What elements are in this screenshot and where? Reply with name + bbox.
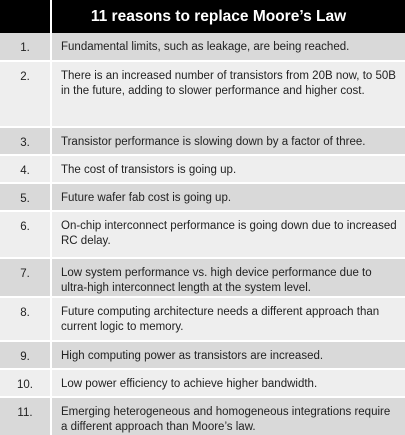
- row-divider: [0, 257, 405, 259]
- column-divider: [50, 298, 52, 340]
- column-divider: [50, 128, 52, 154]
- row-text: There is an increased number of transist…: [61, 70, 396, 97]
- row-text: Fundamental limits, such as leakage, are…: [61, 41, 350, 53]
- row-text: Low power efficiency to achieve higher b…: [61, 378, 318, 390]
- row-divider: [0, 182, 405, 184]
- row-number: 7.: [20, 268, 30, 280]
- row-divider: [0, 296, 405, 298]
- column-divider: [50, 33, 52, 60]
- row-number: 9.: [20, 351, 30, 363]
- row-number: 2.: [20, 71, 30, 83]
- row-number: 6.: [20, 221, 30, 233]
- column-divider: [50, 212, 52, 257]
- row-text: High computing power as transistors are …: [61, 350, 324, 362]
- header-divider: [50, 0, 52, 33]
- row-number: 10.: [17, 379, 33, 391]
- row-divider: [0, 154, 405, 156]
- table-row: 5. Future wafer fab cost is going up.: [0, 184, 405, 210]
- column-divider: [50, 62, 52, 126]
- row-text: Transistor performance is slowing down b…: [61, 136, 366, 148]
- column-divider: [50, 156, 52, 182]
- row-text: On-chip interconnect performance is goin…: [61, 220, 397, 247]
- row-number: 5.: [20, 193, 30, 205]
- row-divider: [0, 396, 405, 398]
- column-divider: [50, 370, 52, 396]
- row-number: 11.: [17, 407, 33, 419]
- table-row: 1. Fundamental limits, such as leakage, …: [0, 33, 405, 60]
- table-row: 7. Low system performance vs. high devic…: [0, 259, 405, 296]
- row-text: The cost of transistors is going up.: [61, 164, 237, 176]
- row-divider: [0, 126, 405, 128]
- row-divider: [0, 368, 405, 370]
- table-row: 3. Transistor performance is slowing dow…: [0, 128, 405, 154]
- row-number: 1.: [20, 42, 30, 54]
- table-title: 11 reasons to replace Moore’s Law: [90, 7, 347, 25]
- row-text: Low system performance vs. high device p…: [61, 267, 372, 294]
- row-number: 3.: [20, 137, 30, 149]
- row-text: Future wafer fab cost is going up.: [61, 192, 232, 204]
- table-row: 10. Low power efficiency to achieve high…: [0, 370, 405, 396]
- table-header: 11 reasons to replace Moore’s Law: [0, 0, 405, 33]
- table-row: 2. There is an increased number of trans…: [0, 62, 405, 126]
- header-number-cell: [0, 0, 50, 33]
- table-row: 9. High computing power as transistors a…: [0, 342, 405, 368]
- column-divider: [50, 342, 52, 368]
- row-number: 8.: [20, 307, 30, 319]
- table-row: 6. On-chip interconnect performance is g…: [0, 212, 405, 257]
- row-text: Future computing architecture needs a di…: [61, 306, 380, 333]
- table-row: 4. The cost of transistors is going up.: [0, 156, 405, 182]
- row-divider: [0, 340, 405, 342]
- row-number: 4.: [20, 165, 30, 177]
- column-divider: [50, 184, 52, 210]
- column-divider: [50, 259, 52, 296]
- table-row: 8. Future computing architecture needs a…: [0, 298, 405, 340]
- row-divider: [0, 60, 405, 62]
- table-row: 11. Emerging heterogeneous and homogeneo…: [0, 398, 405, 435]
- row-text: Emerging heterogeneous and homogeneous i…: [61, 406, 391, 433]
- row-divider: [0, 210, 405, 212]
- column-divider: [50, 398, 52, 435]
